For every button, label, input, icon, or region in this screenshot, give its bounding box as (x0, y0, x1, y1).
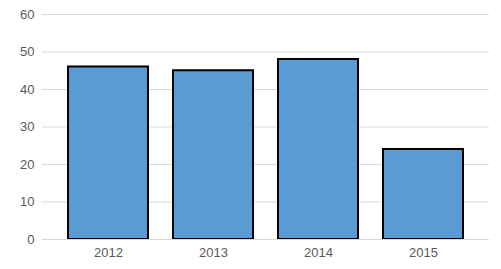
svg-text:2014: 2014 (304, 245, 333, 260)
svg-text:2013: 2013 (199, 245, 228, 260)
svg-text:10: 10 (20, 194, 34, 209)
svg-text:40: 40 (20, 82, 34, 97)
svg-text:2015: 2015 (409, 245, 438, 260)
svg-text:20: 20 (20, 157, 34, 172)
svg-text:30: 30 (20, 119, 34, 134)
svg-text:50: 50 (20, 44, 34, 59)
svg-text:60: 60 (20, 7, 34, 22)
svg-text:0: 0 (27, 232, 34, 247)
svg-text:2012: 2012 (94, 245, 123, 260)
